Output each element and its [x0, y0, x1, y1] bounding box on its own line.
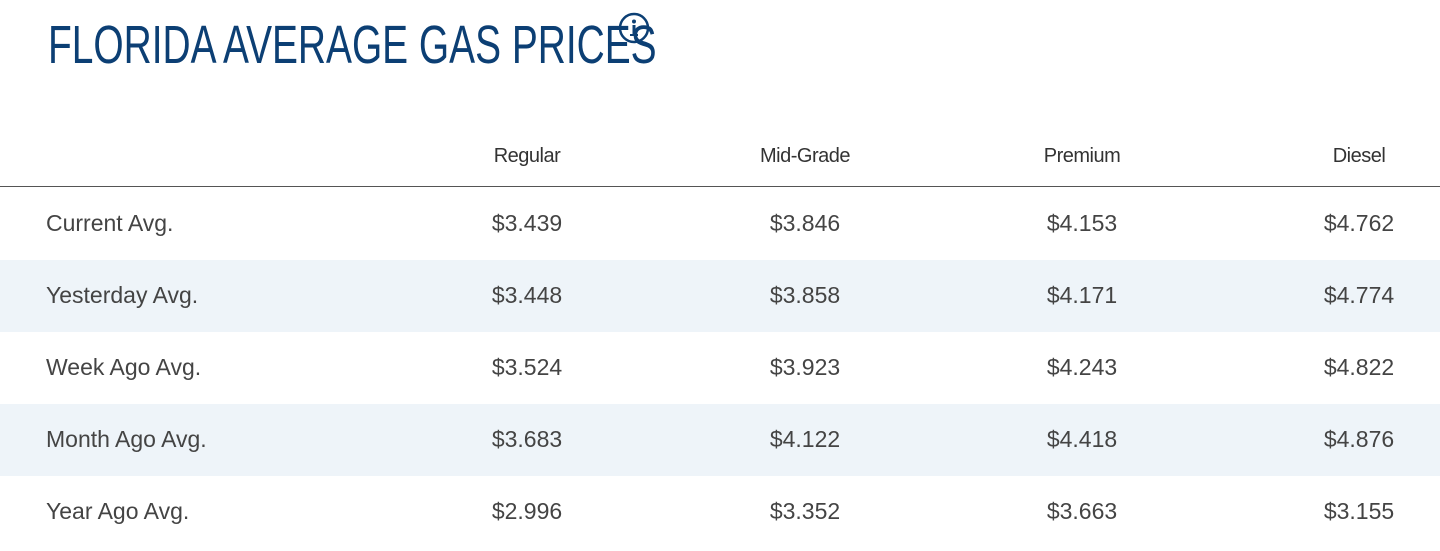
header-rule — [0, 186, 1440, 187]
column-header: Regular — [493, 145, 561, 167]
price-cell: $4.774 — [1323, 282, 1395, 308]
price-cell: $4.762 — [1323, 210, 1395, 236]
price-cell: $3.923 — [769, 354, 841, 380]
price-cell: $4.153 — [1046, 210, 1118, 236]
price-cell: $4.876 — [1323, 426, 1395, 452]
column-header: Mid-Grade — [760, 145, 850, 167]
price-cell: $4.122 — [769, 426, 841, 452]
price-cell: $3.683 — [491, 426, 563, 452]
price-cell: $4.822 — [1323, 354, 1395, 380]
price-cell: $3.846 — [769, 210, 841, 236]
page-title: FLORIDA AVERAGE GAS PRICES — [48, 15, 657, 75]
row-label: Week Ago Avg. — [46, 354, 202, 380]
price-cell: $4.243 — [1046, 354, 1118, 380]
table-row: Month Ago Avg. $3.683 $4.122 $4.418 $4.876 — [0, 404, 1440, 476]
table-row: Current Avg. $3.439 $3.846 $4.153 $4.762 — [0, 188, 1440, 260]
row-label: Yesterday Avg. — [46, 282, 199, 308]
price-cell: $3.352 — [769, 498, 841, 524]
info-icon[interactable] — [618, 12, 650, 44]
price-cell: $3.439 — [491, 210, 563, 236]
row-label: Current Avg. — [46, 210, 174, 236]
table-row: Yesterday Avg. $3.448 $3.858 $4.171 $4.774 — [0, 260, 1440, 332]
row-label: Month Ago Avg. — [46, 426, 207, 452]
price-cell: $3.524 — [491, 354, 563, 380]
price-cell: $3.858 — [769, 282, 841, 308]
column-header: Diesel — [1332, 145, 1386, 167]
price-cell: $3.448 — [491, 282, 563, 308]
price-cell: $3.663 — [1046, 498, 1118, 524]
column-header: Premium — [1043, 145, 1121, 167]
price-cell: $2.996 — [491, 498, 563, 524]
price-cell: $4.171 — [1046, 282, 1118, 308]
row-label: Year Ago Avg. — [46, 498, 190, 524]
price-cell: $3.155 — [1323, 498, 1395, 524]
price-cell: $4.418 — [1046, 426, 1118, 452]
table-row: Year Ago Avg. $2.996 $3.352 $3.663 $3.155 — [0, 476, 1440, 548]
table-row: Week Ago Avg. $3.524 $3.923 $4.243 $4.822 — [0, 332, 1440, 404]
